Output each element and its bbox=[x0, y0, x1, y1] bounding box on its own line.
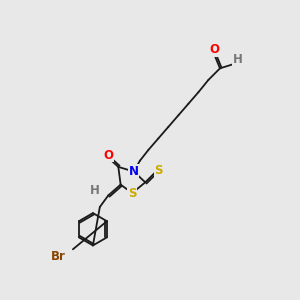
Text: N: N bbox=[129, 165, 139, 178]
Text: Br: Br bbox=[51, 250, 66, 263]
Text: H: H bbox=[233, 53, 243, 66]
Text: O: O bbox=[103, 149, 113, 162]
Text: O: O bbox=[210, 44, 220, 56]
Text: S: S bbox=[128, 187, 136, 200]
Text: S: S bbox=[154, 164, 163, 177]
Text: H: H bbox=[90, 184, 100, 196]
